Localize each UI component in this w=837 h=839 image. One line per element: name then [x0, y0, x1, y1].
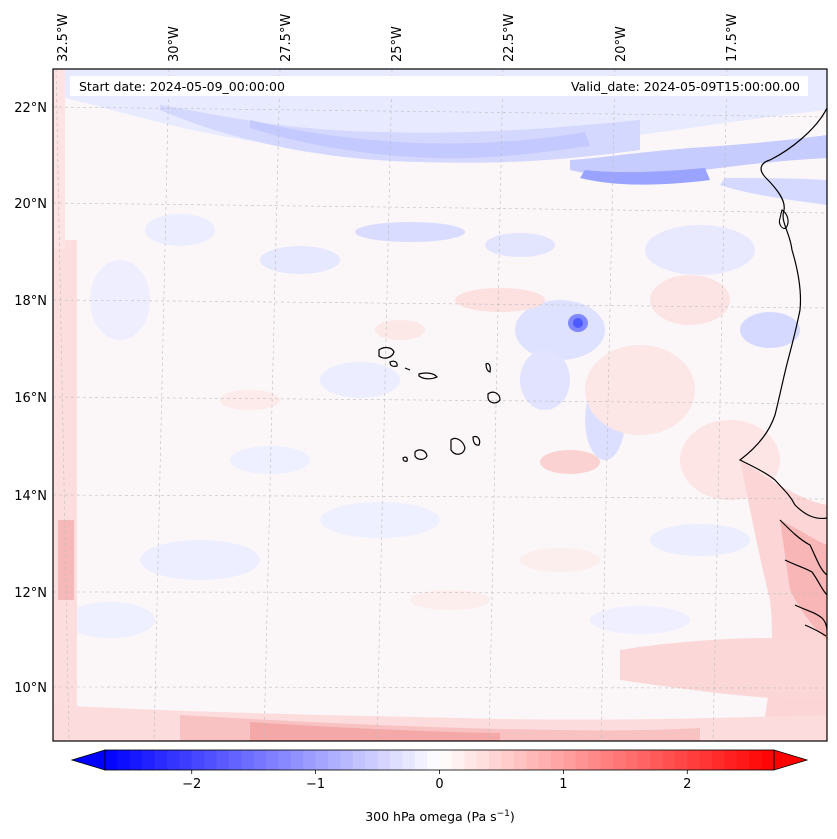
colorbar-bin — [117, 750, 131, 770]
colorbar-bin — [625, 750, 639, 770]
colorbar-bin — [402, 750, 416, 770]
colorbar-bin — [414, 750, 428, 770]
colorbar-bin — [588, 750, 602, 770]
colorbar-bin — [687, 750, 701, 770]
colorbar-bin — [637, 750, 651, 770]
colorbar-bin — [439, 750, 453, 770]
lon-label: 27.5°W — [279, 14, 294, 62]
colorbar-tick-label: 2 — [683, 777, 691, 792]
colorbar-bin — [340, 750, 354, 770]
colorbar-bin — [352, 750, 366, 770]
omega-field — [53, 69, 827, 741]
africa-coastline — [738, 107, 827, 520]
colorbar-bin — [191, 750, 205, 770]
colorbar-bin — [612, 750, 626, 770]
colorbar-bin — [427, 750, 441, 770]
colorbar-bin — [526, 750, 540, 770]
colorbar-bin — [228, 750, 242, 770]
colorbar-bin — [662, 750, 676, 770]
colorbar: −2 −1 0 1 2 300 hPa omega (Pa s−1) — [70, 749, 809, 824]
lat-label: 14°N — [14, 489, 47, 504]
colorbar-bin — [166, 750, 180, 770]
lon-label: 32.5°W — [56, 14, 71, 62]
colorbar-bin — [290, 750, 304, 770]
colorbar-tick-label: −2 — [182, 777, 201, 792]
map-frame — [52, 68, 828, 742]
colorbar-bin — [154, 750, 168, 770]
colorbar-extend-max — [773, 749, 809, 771]
colorbar-bin — [600, 750, 614, 770]
colorbar-bin — [142, 750, 156, 770]
valid-date-label: Valid_date: 2024-05-09T15:00:00.00 — [571, 79, 800, 94]
colorbar-bin — [464, 750, 478, 770]
lat-label: 16°N — [14, 391, 47, 406]
colorbar-bin — [551, 750, 564, 770]
lon-label: 17.5°W — [725, 14, 740, 62]
colorbar-bin — [266, 750, 280, 770]
colorbar-bin — [451, 750, 465, 770]
start-date-label: Start date: 2024-05-09_00:00:00 — [79, 79, 285, 94]
colorbar-bin — [315, 750, 329, 770]
colorbar-bin — [216, 750, 230, 770]
lat-label: 22°N — [14, 101, 47, 116]
colorbar-bin — [538, 750, 552, 770]
colorbar-bin — [699, 750, 713, 770]
colorbar-bin — [724, 750, 738, 770]
colorbar-bin — [253, 750, 267, 770]
graticule — [53, 69, 827, 741]
colorbar-bin — [749, 750, 763, 770]
lat-label: 12°N — [14, 586, 47, 601]
lon-label: 20°W — [614, 26, 629, 62]
lon-label: 25°W — [390, 26, 405, 62]
colorbar-bin — [278, 750, 292, 770]
colorbar-bin — [501, 750, 515, 770]
colorbar-bin — [563, 750, 577, 770]
colorbar-bin — [736, 750, 750, 770]
colorbar-bin — [241, 750, 255, 770]
lat-label: 20°N — [14, 197, 47, 212]
lon-label: 22.5°W — [502, 14, 517, 62]
colorbar-tick-label: 1 — [559, 777, 567, 792]
colorbar-bin — [365, 750, 379, 770]
colorbar-bin — [179, 750, 193, 770]
date-header-bar — [70, 76, 808, 96]
colorbar-bin — [377, 750, 391, 770]
colorbar-bin — [489, 750, 503, 770]
colorbar-bin — [105, 750, 118, 770]
colorbar-extend-min — [70, 749, 106, 771]
colorbar-bin — [129, 750, 143, 770]
colorbar-tick-label: 0 — [435, 777, 443, 792]
colorbar-bins — [105, 750, 775, 770]
colorbar-bin — [389, 750, 403, 770]
colorbar-label: 300 hPa omega (Pa s−1) — [365, 809, 515, 824]
colorbar-bin — [476, 750, 490, 770]
lon-label: 30°W — [167, 26, 182, 62]
cape-verde-islands — [378, 346, 501, 462]
colorbar-bin — [328, 750, 341, 770]
colorbar-bin — [303, 750, 317, 770]
colorbar-bin — [761, 750, 775, 770]
colorbar-bin — [674, 750, 688, 770]
colorbar-bin — [650, 750, 664, 770]
colorbar-bin — [513, 750, 527, 770]
colorbar-tick-label: −1 — [306, 777, 325, 792]
colorbar-bin — [204, 750, 218, 770]
lat-label: 18°N — [14, 294, 47, 309]
colorbar-bin — [712, 750, 726, 770]
lat-label: 10°N — [14, 681, 47, 696]
colorbar-bin — [575, 750, 589, 770]
